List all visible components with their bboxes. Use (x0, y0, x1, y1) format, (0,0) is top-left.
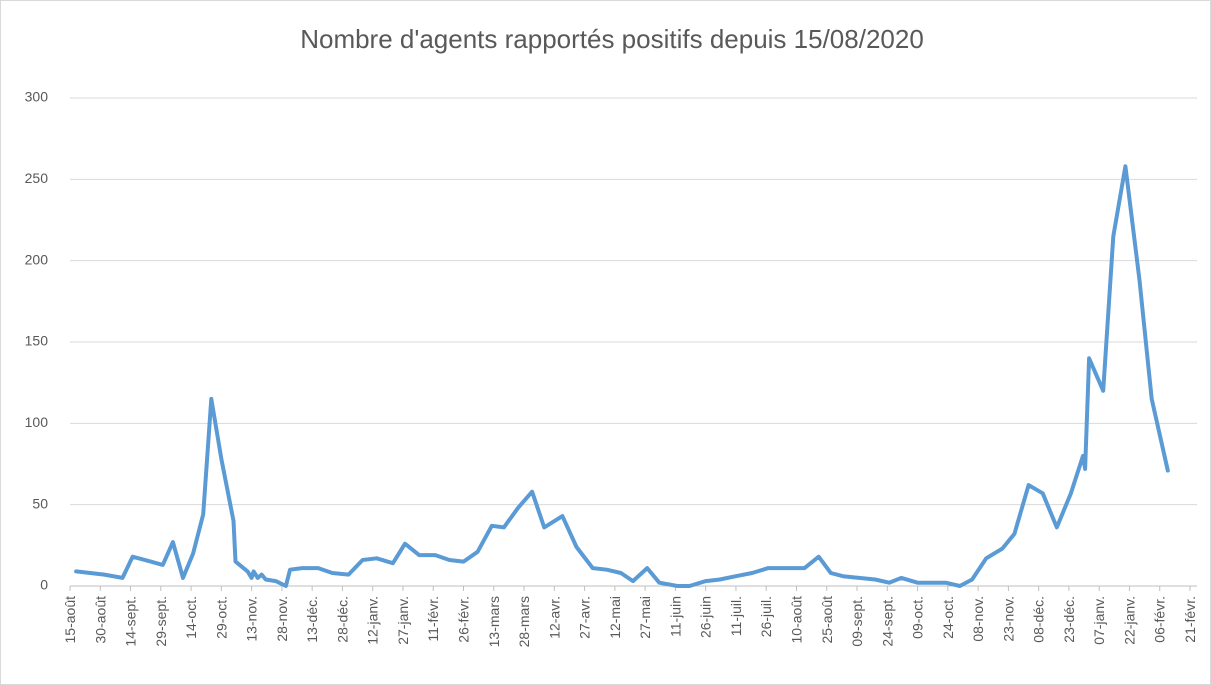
x-tick-label: 26-févr. (456, 596, 472, 643)
x-tick-label: 28-nov. (274, 596, 290, 642)
x-tick-label: 21-févr. (1182, 596, 1198, 643)
x-tick-label: 13-nov. (244, 596, 260, 642)
x-tick-label: 26-juin (698, 596, 714, 638)
x-tick-label: 12-avr. (546, 596, 562, 639)
x-tick-label: 24-sept. (879, 596, 895, 647)
x-tick-label: 08-nov. (970, 596, 986, 642)
x-tick-label: 28-mars (516, 596, 532, 647)
x-tick-label: 13-mars (486, 596, 502, 647)
x-tick-label: 06-févr. (1152, 596, 1168, 643)
y-tick-label: 50 (32, 495, 48, 511)
y-tick-label: 0 (40, 577, 48, 593)
y-tick-label: 300 (25, 89, 49, 105)
y-tick-label: 250 (25, 170, 49, 186)
x-tick-label: 23-nov. (1000, 596, 1016, 642)
x-tick-label: 10-août (788, 596, 804, 644)
x-tick-label: 09-sept. (849, 596, 865, 647)
x-tick-label: 26-juil. (758, 596, 774, 637)
y-tick-label: 200 (25, 251, 49, 267)
y-tick-label: 100 (25, 414, 49, 430)
chart-title: Nombre d'agents rapportés positifs depui… (300, 24, 924, 54)
x-tick-label: 22-janv. (1121, 596, 1137, 645)
x-tick-label: 24-oct. (940, 596, 956, 639)
x-tick-label: 08-déc. (1031, 596, 1047, 643)
x-tick-label: 27-janv. (395, 596, 411, 645)
x-tick-label: 15-août (62, 596, 78, 644)
x-tick-label: 11-juin (667, 596, 683, 637)
x-tick-label: 13-déc. (304, 596, 320, 643)
x-tick-label: 30-août (92, 596, 108, 644)
x-tick-label: 09-oct. (910, 596, 926, 639)
x-tick-label: 11-juil. (728, 596, 744, 636)
x-tick-label: 07-janv. (1091, 596, 1107, 645)
x-tick-label: 14-sept. (123, 596, 139, 647)
x-tick-label: 29-sept. (153, 596, 169, 647)
x-tick-label: 27-mai (637, 596, 653, 639)
y-tick-label: 150 (25, 333, 49, 349)
x-tick-label: 25-août (819, 596, 835, 644)
x-tick-label: 28-déc. (334, 596, 350, 643)
x-tick-label: 29-oct. (213, 596, 229, 639)
x-tick-label: 11-févr. (425, 596, 441, 642)
x-tick-label: 12-mai (607, 596, 623, 639)
x-tick-label: 23-déc. (1061, 596, 1077, 643)
x-tick-label: 14-oct. (183, 596, 199, 639)
data-line (74, 164, 1170, 588)
x-tick-label: 12-janv. (365, 596, 381, 645)
x-tick-label: 27-avr. (577, 596, 593, 639)
